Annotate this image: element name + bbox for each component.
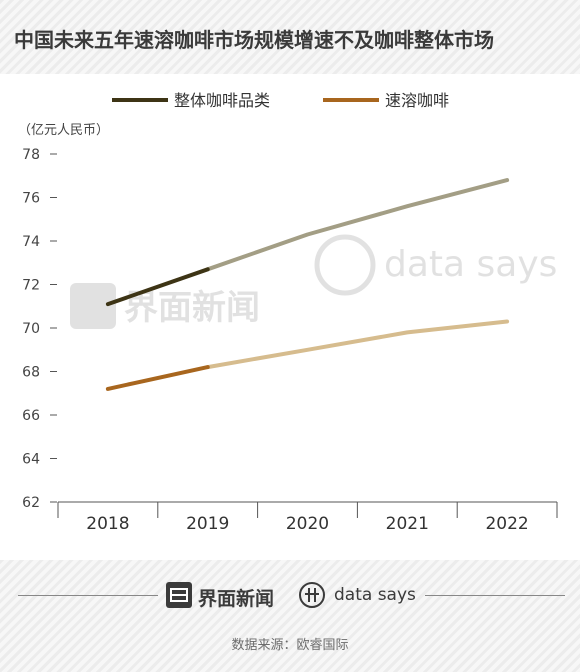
- series-0-point: [306, 232, 309, 236]
- series-1-actual-line: [105, 365, 210, 391]
- y-tick-label: 62: [22, 495, 40, 511]
- series-1-point: [106, 387, 110, 391]
- y-tick-label: 64: [22, 452, 40, 468]
- y-tick-label: 78: [22, 147, 40, 163]
- series-0-point: [106, 302, 110, 306]
- datasays-brand: data says: [298, 582, 418, 608]
- series-1-forecast-line: [205, 319, 510, 370]
- series-0-point: [505, 178, 509, 182]
- footer-band: [0, 560, 580, 672]
- series-0-point: [405, 204, 409, 208]
- y-tick-label: 66: [22, 408, 40, 424]
- x-tick-label: 2018: [86, 514, 129, 534]
- series-lines: [105, 178, 510, 391]
- footer-brand: 界面新闻 data says: [0, 580, 580, 610]
- footer-divider-right: [425, 595, 565, 596]
- legend-label: 速溶咖啡: [385, 91, 449, 110]
- y-tick-label: 68: [22, 365, 40, 381]
- y-tick-label: 74: [22, 234, 40, 250]
- jiemian-brand-text: 界面新闻: [198, 588, 275, 610]
- header-band: [0, 0, 580, 74]
- series-1-point: [206, 365, 210, 369]
- series-0-point: [206, 267, 210, 271]
- legend: 整体咖啡品类 速溶咖啡: [112, 91, 449, 110]
- x-tick-label: 2021: [386, 514, 429, 534]
- source-note: 数据来源：欧睿国际: [231, 638, 349, 653]
- watermark: 界面新闻 data says: [70, 234, 557, 329]
- chart-title: 中国未来五年速溶咖啡市场规模增速不及咖啡整体市场: [14, 28, 494, 52]
- x-axis: 2018 2019 2020 2021 2022: [57, 501, 558, 534]
- watermark-datasays-text: data says: [384, 244, 557, 285]
- watermark-jiemian-text: 界面新闻: [124, 288, 260, 328]
- series-0-forecast-line: [205, 178, 510, 272]
- x-tick-label: 2019: [186, 514, 229, 534]
- x-tick-label: 2022: [485, 514, 528, 534]
- series-1-point: [405, 330, 409, 334]
- datasays-logo-icon: [299, 582, 325, 608]
- y-tick-label: 70: [22, 321, 40, 337]
- watermark-jiemian-logo-icon: [70, 283, 116, 329]
- y-axis: 62 64 66 68 70 72 74 76 78: [22, 147, 57, 511]
- watermark-datasays-logo-icon: [314, 234, 376, 296]
- jiemian-brand: 界面新闻: [166, 582, 290, 610]
- line-chart: 界面新闻 data says 整体咖啡品类 速溶咖啡 （亿元人民币） 62 64 66…: [18, 91, 558, 534]
- series-1-point: [505, 319, 509, 323]
- datasays-brand-text: data says: [334, 585, 416, 605]
- y-tick-label: 72: [22, 278, 40, 294]
- footer-divider-left: [18, 595, 158, 596]
- jiemian-logo-icon: [166, 582, 192, 608]
- x-tick-label: 2020: [286, 514, 329, 534]
- y-tick-label: 76: [22, 191, 40, 207]
- y-axis-unit-label: （亿元人民币）: [18, 123, 109, 138]
- series-0-actual-line: [105, 267, 210, 307]
- series-1-point: [306, 348, 309, 352]
- legend-label: 整体咖啡品类: [174, 91, 270, 110]
